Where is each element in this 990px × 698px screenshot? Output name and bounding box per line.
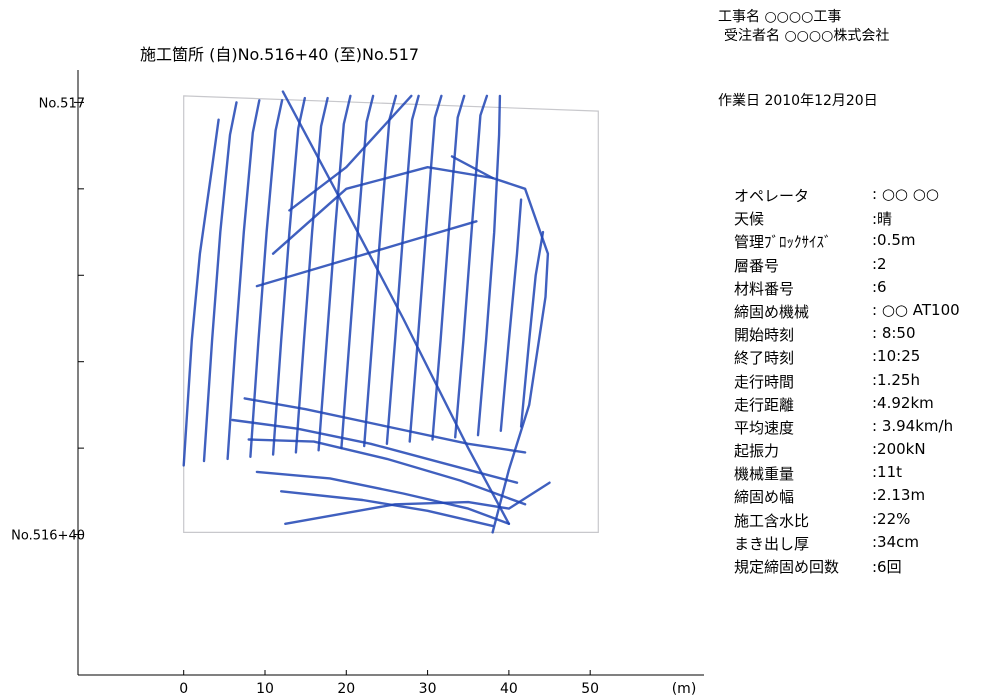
parameter-label: 締固め機械 (734, 302, 810, 321)
track-line (363, 94, 398, 448)
parameter-label: 終了時刻 (734, 349, 795, 368)
track-line (499, 198, 523, 432)
track-line (454, 94, 489, 439)
parameter-label: 規定締固め回数 (734, 558, 840, 576)
parameter-value: :10:25 (872, 347, 921, 366)
track-line (431, 94, 466, 441)
parameter-value: :6回 (872, 558, 902, 576)
parameter-value: : 3.94km/h (872, 416, 954, 435)
parameter-label: 管理ﾌﾞﾛｯｸｻｲｽﾞ (734, 233, 832, 252)
track-line (385, 94, 420, 445)
parameter-label: 開始時刻 (734, 326, 795, 345)
parameter-label: 平均速度 (734, 418, 795, 437)
track-line (202, 101, 238, 463)
track-line (271, 166, 494, 255)
parameter-label: 材料番号 (734, 279, 795, 298)
work-date: 作業日 2010年12月20日 (718, 93, 878, 109)
track-line (182, 118, 220, 467)
parameter-label: 走行時間 (734, 372, 795, 391)
parameter-value: :2.13m (872, 486, 926, 505)
x-tick-label: 10 (256, 681, 274, 697)
y-tick-label: No.516+40 (11, 529, 85, 544)
parameter-value: :4.92km (872, 393, 934, 412)
parameter-value: :22% (872, 509, 911, 528)
parameter-value: :2 (872, 254, 887, 273)
track-line (281, 90, 511, 525)
x-axis-label: (m) (672, 681, 697, 697)
track-line (271, 96, 306, 456)
parameter-value: : 8:50 (872, 324, 916, 343)
track-line (317, 94, 352, 452)
parameter-label: オペレータ (734, 187, 810, 205)
parameter-label: 施工含水比 (734, 511, 810, 530)
y-tick-label: No.517 (39, 96, 85, 111)
track-line (519, 230, 545, 428)
track-line (226, 99, 261, 461)
parameter-label: まき出し厚 (734, 534, 810, 553)
parameter-value: :1.25h (872, 370, 920, 389)
plot-title: 施工箇所 (自)No.516+40 (至)No.517 (140, 45, 420, 64)
x-tick-label: 50 (581, 681, 599, 697)
parameter-value: : ○○ ○○ (872, 185, 939, 203)
x-tick-label: 40 (500, 681, 518, 697)
x-tick-label: 30 (419, 681, 437, 697)
parameter-label: 層番号 (734, 256, 780, 275)
track-line (231, 418, 519, 484)
track-line (247, 438, 527, 506)
track-line (408, 94, 443, 443)
construction-name: 工事名 ○○○○工事 (718, 9, 842, 25)
parameter-value: : ○○ AT100 (872, 300, 960, 319)
track-line (280, 490, 494, 528)
track-line (255, 470, 511, 525)
parameter-value: :0.5m (872, 231, 916, 250)
parameter-value: :200kN (872, 440, 926, 459)
parameter-value: :晴 (872, 210, 893, 229)
track-line (294, 96, 329, 454)
track-line (450, 155, 550, 534)
parameter-label: 起振力 (734, 442, 780, 461)
track-line (249, 99, 284, 458)
track-line (255, 220, 478, 288)
parameter-value: :11t (872, 463, 903, 482)
track-line (476, 94, 502, 437)
track-line (243, 397, 527, 454)
x-tick-label: 0 (179, 681, 188, 697)
parameter-value: :6 (872, 277, 887, 296)
x-tick-label: 20 (337, 681, 355, 697)
site-boundary (183, 95, 599, 534)
parameter-label: 機械重量 (734, 465, 795, 484)
project-info: 工事名 ○○○○工事 受注者名 ○○○○株式会社 (718, 8, 889, 46)
track-line (284, 481, 551, 525)
parameter-label: 天候 (734, 210, 765, 229)
parameter-label: 締固め幅 (734, 488, 795, 507)
parameter-label: 走行距離 (734, 395, 795, 414)
track-line (288, 94, 413, 212)
contractor-name: 受注者名 ○○○○株式会社 (724, 28, 890, 44)
parameter-value: :34cm (872, 532, 919, 551)
